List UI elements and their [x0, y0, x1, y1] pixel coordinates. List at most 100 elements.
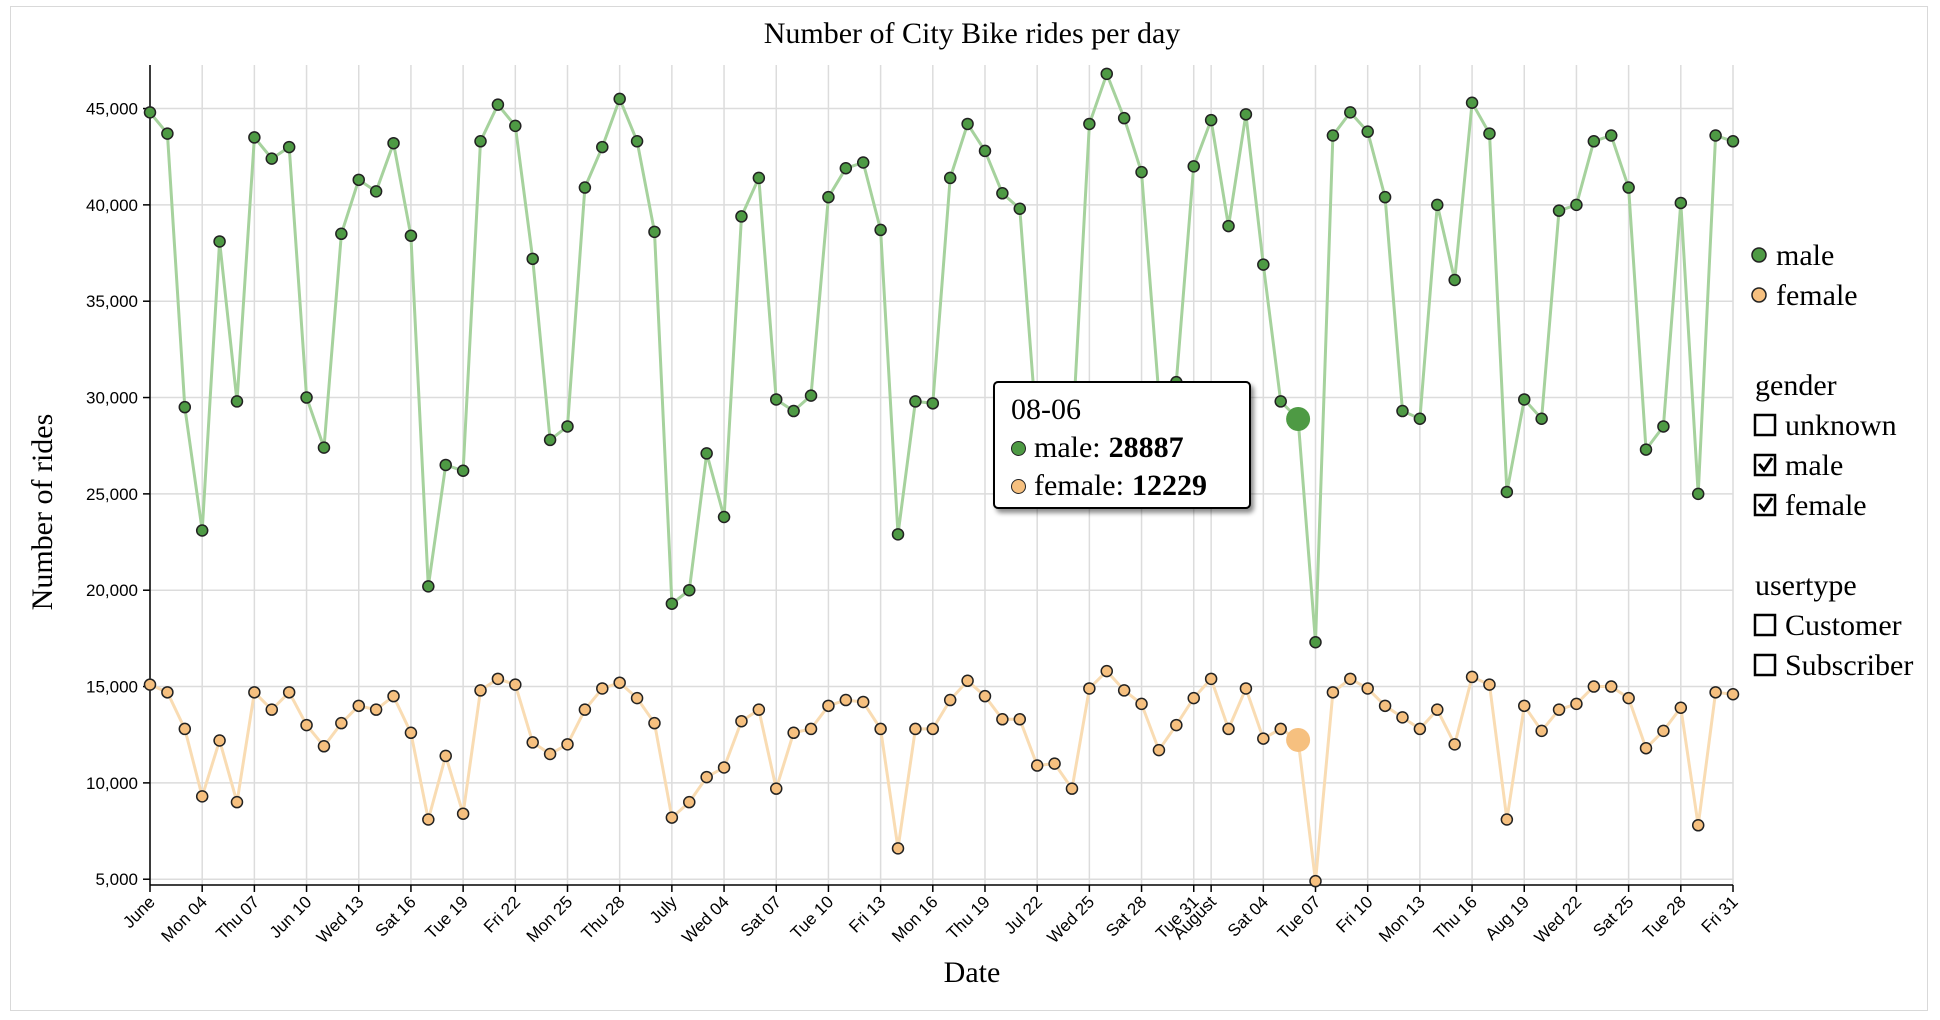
male-point[interactable] — [961, 117, 974, 131]
female-point[interactable] — [456, 807, 470, 820]
female-point[interactable] — [1674, 701, 1688, 714]
male-point[interactable] — [1657, 420, 1670, 433]
male-point[interactable] — [1431, 198, 1444, 212]
male-point[interactable] — [1222, 219, 1235, 233]
female-point[interactable] — [961, 674, 974, 688]
male-point[interactable] — [839, 162, 853, 175]
male-point[interactable] — [300, 391, 313, 404]
female-point[interactable] — [596, 682, 609, 695]
male-point[interactable] — [404, 229, 418, 242]
gender-unknown-checkbox[interactable] — [1753, 413, 1777, 437]
male-point[interactable] — [1274, 395, 1287, 408]
male-point[interactable] — [1117, 111, 1131, 125]
female-point[interactable] — [178, 722, 192, 736]
male-point[interactable] — [265, 152, 279, 165]
male-point[interactable] — [943, 171, 957, 185]
male-point[interactable] — [909, 395, 922, 408]
female-point[interactable] — [1274, 722, 1287, 736]
female-point[interactable] — [526, 736, 539, 749]
male-point[interactable] — [248, 131, 261, 144]
usertype-option-customer[interactable]: Customer — [1753, 609, 1902, 642]
female-point[interactable] — [1222, 722, 1235, 736]
female-point[interactable] — [1117, 684, 1131, 697]
male-point[interactable] — [1500, 485, 1514, 499]
female-point[interactable] — [804, 722, 818, 736]
female-point[interactable] — [1500, 813, 1514, 826]
female-point[interactable] — [1083, 682, 1096, 695]
male-point[interactable] — [491, 98, 505, 111]
female-point[interactable] — [1622, 691, 1635, 705]
female-point[interactable] — [1326, 686, 1340, 699]
male-point[interactable] — [613, 92, 626, 106]
female-point[interactable] — [1396, 711, 1409, 724]
male-point[interactable] — [1100, 67, 1114, 81]
male-point[interactable] — [926, 397, 940, 410]
male-highlight-point[interactable] — [1286, 406, 1311, 431]
female-point[interactable] — [926, 722, 940, 736]
female-point[interactable] — [735, 714, 748, 728]
male-point[interactable] — [1378, 190, 1392, 204]
female-point[interactable] — [509, 678, 522, 691]
male-point[interactable] — [526, 252, 539, 266]
female-point[interactable] — [1448, 738, 1461, 751]
female-point[interactable] — [856, 695, 870, 709]
female-point[interactable] — [422, 813, 435, 826]
male-point[interactable] — [665, 597, 679, 610]
male-point[interactable] — [856, 156, 870, 169]
female-point[interactable] — [474, 684, 487, 697]
male-point[interactable] — [683, 583, 696, 597]
female-point[interactable] — [213, 734, 226, 747]
male-point[interactable] — [1622, 181, 1635, 194]
female-point[interactable] — [578, 703, 592, 716]
female-point[interactable] — [561, 738, 574, 751]
male-point[interactable] — [335, 227, 348, 241]
female-point[interactable] — [1604, 680, 1618, 693]
male-point[interactable] — [369, 185, 383, 198]
female-point[interactable] — [491, 672, 505, 686]
usertype-option-subscriber[interactable]: Subscriber — [1753, 649, 1913, 682]
male-point[interactable] — [1239, 108, 1253, 121]
male-point[interactable] — [1396, 404, 1409, 418]
gender-option-unknown[interactable]: unknown — [1753, 409, 1897, 442]
male-point[interactable] — [752, 171, 766, 185]
female-point[interactable] — [1100, 664, 1114, 678]
female-point[interactable] — [1413, 722, 1427, 736]
female-point[interactable] — [1065, 782, 1079, 795]
female-point[interactable] — [248, 686, 261, 699]
male-point[interactable] — [735, 210, 748, 223]
male-point[interactable] — [1691, 487, 1705, 501]
female-point[interactable] — [439, 749, 452, 763]
male-point[interactable] — [1326, 129, 1340, 142]
female-point[interactable] — [369, 703, 383, 716]
male-point[interactable] — [1535, 412, 1548, 425]
female-point[interactable] — [1257, 732, 1270, 745]
male-point[interactable] — [1465, 96, 1479, 110]
female-point[interactable] — [1587, 680, 1601, 693]
female-point[interactable] — [943, 693, 957, 707]
female-point[interactable] — [1431, 703, 1444, 716]
female-point[interactable] — [874, 722, 887, 736]
male-point[interactable] — [1309, 635, 1322, 649]
male-point[interactable] — [630, 135, 644, 148]
male-point[interactable] — [439, 458, 452, 472]
female-point[interactable] — [996, 713, 1009, 726]
legend-item-female[interactable]: female — [1751, 279, 1858, 312]
female-point[interactable] — [1570, 697, 1583, 711]
female-point[interactable] — [787, 726, 800, 740]
female-point[interactable] — [543, 747, 557, 761]
male-point[interactable] — [282, 140, 296, 154]
female-point[interactable] — [978, 689, 992, 703]
female-highlight-point[interactable] — [1286, 727, 1311, 752]
female-point[interactable] — [404, 726, 418, 740]
male-point[interactable] — [422, 580, 435, 593]
male-point[interactable] — [1448, 273, 1461, 287]
male-point[interactable] — [804, 389, 818, 402]
female-point[interactable] — [1552, 703, 1566, 716]
male-point[interactable] — [1570, 198, 1583, 212]
male-point[interactable] — [1726, 135, 1740, 148]
male-point[interactable] — [1344, 106, 1357, 119]
female-point[interactable] — [1709, 686, 1722, 699]
male-point[interactable] — [978, 144, 992, 158]
male-point[interactable] — [1187, 160, 1200, 173]
female-point[interactable] — [1361, 682, 1374, 695]
